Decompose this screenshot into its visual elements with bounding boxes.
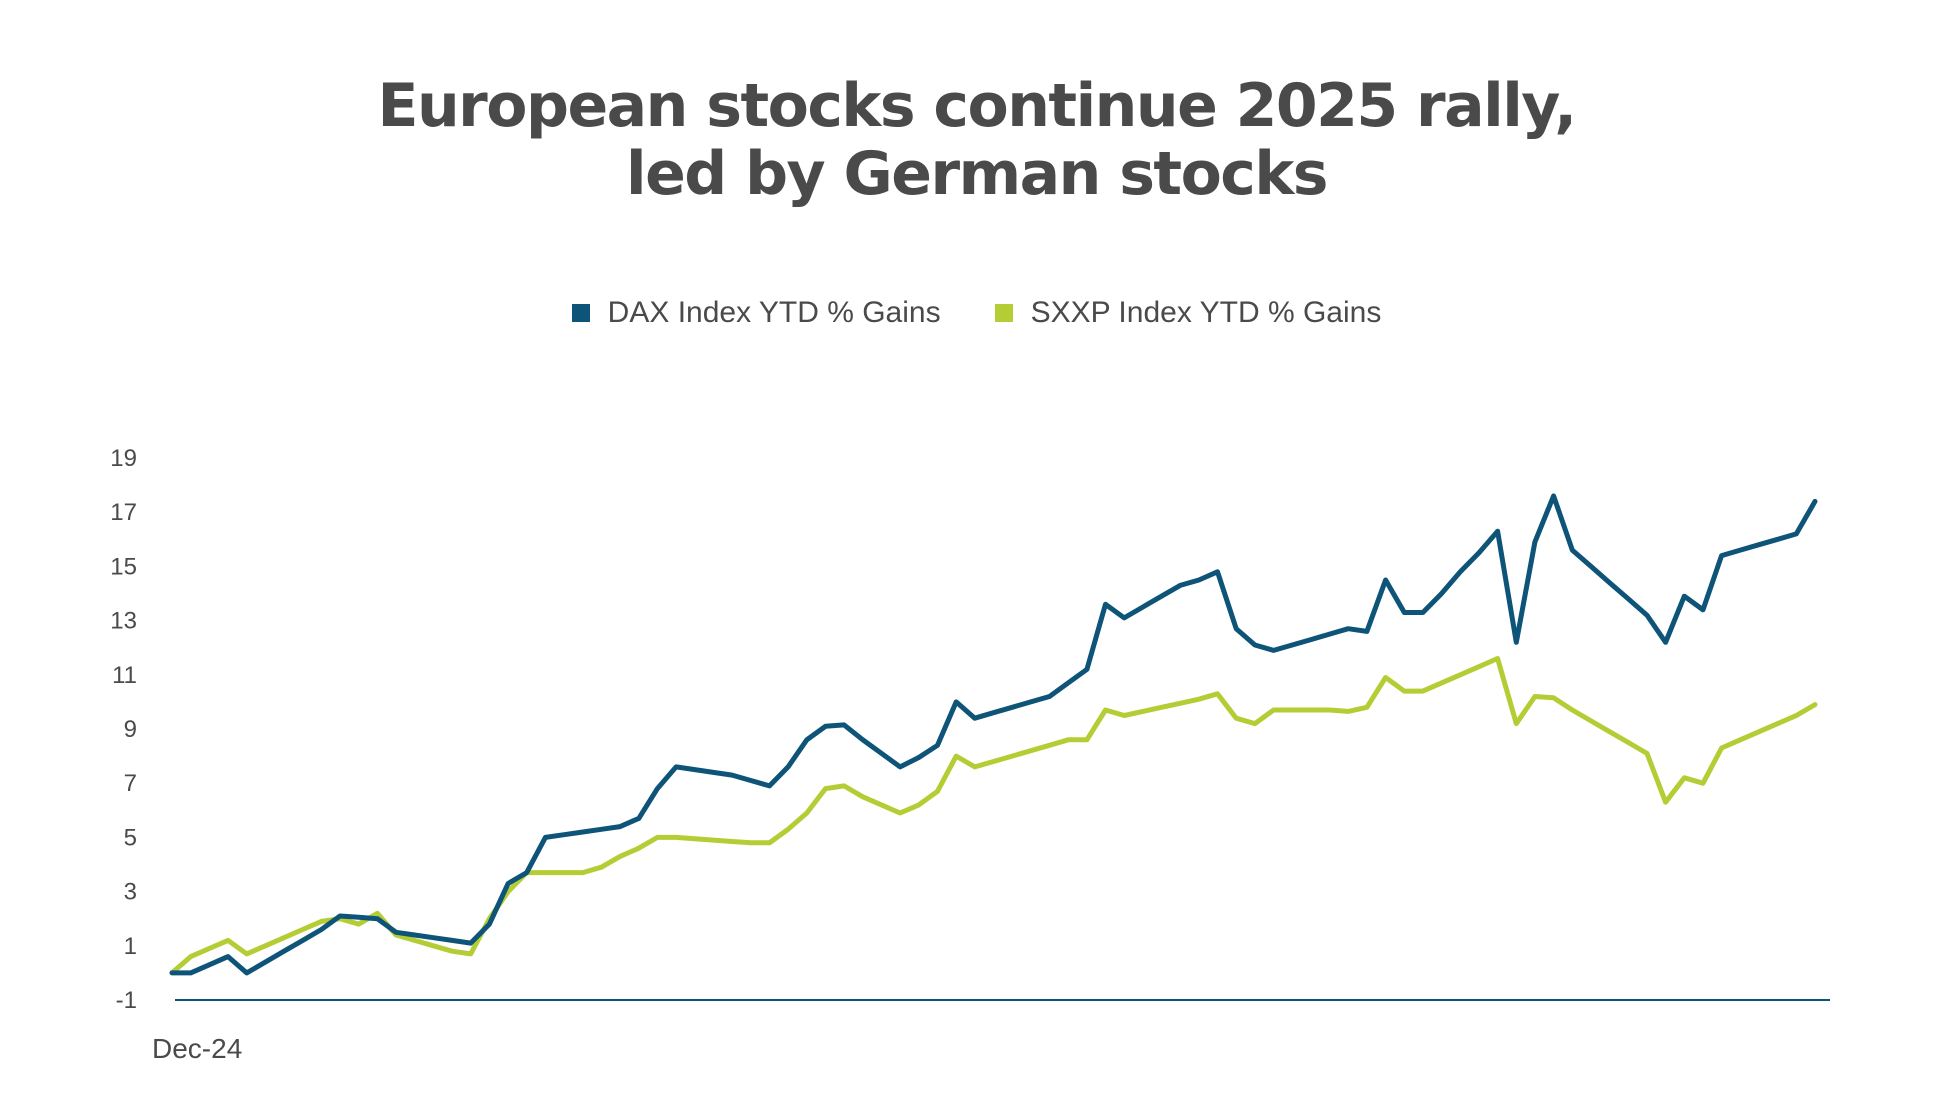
y-tick-label: 17 <box>110 499 137 526</box>
y-tick-label: 1 <box>124 933 137 960</box>
legend-label-dax: DAX Index YTD % Gains <box>607 296 941 329</box>
y-tick-label: 19 <box>110 445 137 472</box>
legend-item-sxxp: SXXP Index YTD % Gains <box>994 296 1382 330</box>
legend-swatch-sxxp <box>994 304 1013 322</box>
y-axis-ticks: 19 17 15 13 11 9 7 5 3 1 -1 <box>110 445 137 1014</box>
chart-legend: DAX Index YTD % Gains SXXP Index YTD % G… <box>0 296 1953 330</box>
legend-swatch-dax <box>571 304 590 322</box>
y-tick-label: 13 <box>110 608 137 635</box>
legend-item-dax: DAX Index YTD % Gains <box>571 296 941 330</box>
series-line-dax <box>169 493 1818 976</box>
y-tick-label: 3 <box>124 879 137 906</box>
x-tick-label: Dec-24 <box>152 1033 242 1064</box>
chart-title: European stocks continue 2025 rally, led… <box>0 72 1953 208</box>
y-tick-label: 11 <box>112 662 137 689</box>
chart-title-line-2: led by German stocks <box>626 139 1329 209</box>
series-lines <box>169 493 1818 976</box>
y-tick-label: 9 <box>124 716 137 743</box>
y-tick-label: 15 <box>110 553 137 580</box>
series-line-sxxp <box>169 656 1818 976</box>
y-tick-label: 7 <box>124 770 137 797</box>
chart-title-line-1: European stocks continue 2025 rally, <box>377 71 1577 141</box>
y-tick-label: -1 <box>116 987 137 1014</box>
y-tick-label: 5 <box>124 824 137 851</box>
legend-label-sxxp: SXXP Index YTD % Gains <box>1030 296 1382 329</box>
